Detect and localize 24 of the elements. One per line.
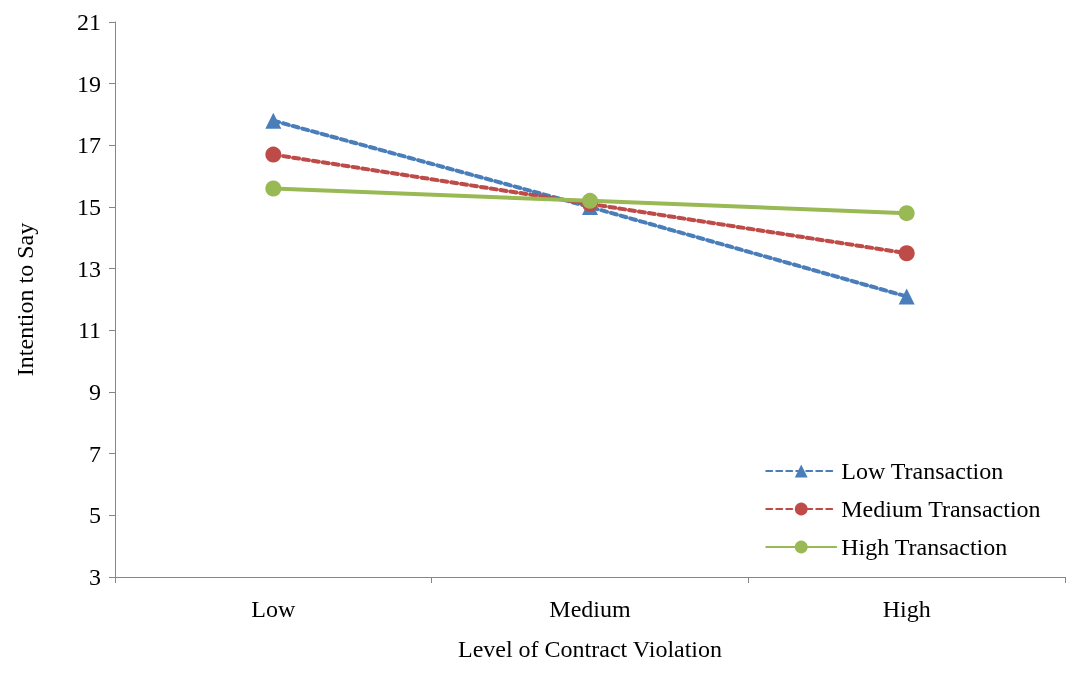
- y-tick-label: 13: [77, 255, 101, 282]
- x-tick-label: Low: [251, 596, 296, 622]
- y-tick-label: 9: [89, 379, 101, 405]
- point: [265, 180, 282, 197]
- legend-label: Low Transaction: [841, 458, 1004, 484]
- y-axis-title: Intention to Say: [12, 222, 38, 377]
- point: [265, 112, 282, 129]
- y-tick-label: 15: [77, 194, 101, 220]
- point: [898, 288, 915, 305]
- y-tick-label: 11: [77, 317, 101, 344]
- x-tick-label: High: [882, 596, 931, 622]
- point: [265, 146, 282, 163]
- y-tick-label: 3: [89, 564, 101, 590]
- point: [898, 245, 915, 262]
- legend-label: Medium Transaction: [841, 496, 1041, 522]
- point: [898, 205, 915, 222]
- y-tick-label: 21: [77, 9, 101, 35]
- legend-label: High Transaction: [841, 534, 1008, 560]
- x-axis-title: Level of Contract Violation: [457, 636, 723, 662]
- y-tick-label: 7: [89, 440, 101, 467]
- y-tick-label: 5: [89, 502, 101, 529]
- y-tick-label: 19: [77, 70, 101, 97]
- y-tick-label: 17: [77, 132, 101, 159]
- x-tick-label: Medium: [549, 596, 631, 622]
